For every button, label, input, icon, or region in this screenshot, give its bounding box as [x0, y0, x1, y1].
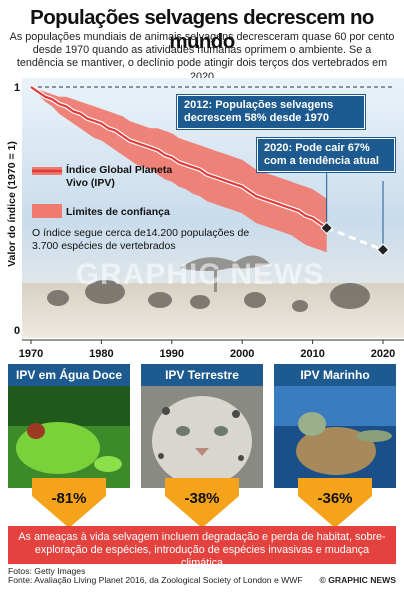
panel-title-marine: IPV Marinho [274, 364, 396, 386]
data-point-marker [320, 221, 334, 235]
threats-banner: As ameaças à vida selvagem incluem degra… [8, 526, 396, 569]
projection-line [326, 226, 384, 252]
callout-2020: 2020: Pode cair 67% com a tendência atua… [257, 138, 395, 172]
y-axis-label: Valor do índice (1970 = 1) [6, 141, 18, 267]
arrow-shape [165, 478, 239, 528]
subtitle: As populações mundiais de animais selvag… [9, 31, 395, 83]
x-tick-label: 2000 [230, 348, 254, 360]
elephant-herd [47, 280, 370, 312]
elephant [244, 292, 266, 308]
index-line [30, 86, 328, 229]
legend-line-swatch [32, 167, 62, 175]
x-tick-label: 1970 [19, 348, 43, 360]
panel-title-freshwater: IPV em Água Doce [8, 364, 130, 386]
turtle-shell [296, 427, 376, 475]
arrow-marine [298, 478, 372, 528]
frog-toe [94, 456, 122, 472]
elephant [85, 280, 125, 304]
turtle-head [298, 412, 326, 436]
legend-confidence: Limites de confiança [66, 206, 170, 218]
data-point-marker [376, 243, 390, 257]
spot [238, 455, 244, 461]
y-tick-label: 1 [14, 82, 20, 94]
elephant [292, 300, 308, 312]
marine-photo [274, 386, 396, 488]
elephant [148, 292, 172, 308]
copyright: © GRAPHIC NEWS [319, 575, 396, 585]
freshwater-photo [8, 386, 130, 488]
legend-band-rect [32, 204, 62, 218]
photo-credit: Fotos: Getty Images [8, 566, 86, 576]
water-light [274, 386, 396, 426]
leopard-spots [158, 407, 244, 461]
elephant [190, 295, 210, 309]
background-scene [22, 255, 404, 338]
turtle-flipper [356, 430, 392, 442]
x-tick-label: 1980 [89, 348, 113, 360]
spot [162, 407, 170, 415]
frog-eye [27, 423, 45, 439]
elephant [47, 290, 69, 306]
percent-terrestrial: -38% [184, 490, 220, 507]
percent-freshwater: -81% [51, 490, 87, 507]
panel-title-terrestrial: IPV Terrestre [141, 364, 263, 386]
chart-note: O índice segue cerca de14.200 populações… [32, 227, 250, 252]
leopard-eye-right [214, 426, 228, 436]
tree-trunk [214, 270, 217, 292]
arrow-shape [32, 478, 106, 528]
y-tick-label: 0 [14, 325, 20, 337]
arrow-freshwater [32, 478, 106, 528]
legend-band-swatch [32, 204, 62, 218]
legend-index: Índice Global Planeta Vivo (IPV) [66, 164, 173, 189]
page-title: Populações selvagens decrescem no mundo [30, 6, 374, 53]
source-note: Fonte: Avaliação Living Planet 2016, da … [8, 575, 303, 585]
leopard-eye-left [176, 426, 190, 436]
leopard-head [152, 396, 252, 486]
spot [232, 410, 240, 418]
elephant [330, 283, 370, 309]
leopard-nose [195, 448, 209, 456]
percent-marine: -36% [317, 490, 353, 507]
distant-tree [180, 255, 270, 271]
arrow-shape [298, 478, 372, 528]
spot [158, 453, 164, 459]
callout-2012: 2012: Populações selvagens decrescem 58%… [177, 95, 365, 129]
watermark: GRAPHIC NEWS [75, 258, 325, 291]
arrow-terrestrial [165, 478, 239, 528]
terrestrial-photo [141, 386, 263, 488]
x-tick-label: 2020 [371, 348, 395, 360]
chart-axes: 0 1 1970 1980 1990 2000 2010 2020 [14, 82, 404, 360]
leaf-bg [8, 386, 130, 426]
x-tick-label: 1990 [160, 348, 184, 360]
x-tick-label: 2010 [300, 348, 324, 360]
